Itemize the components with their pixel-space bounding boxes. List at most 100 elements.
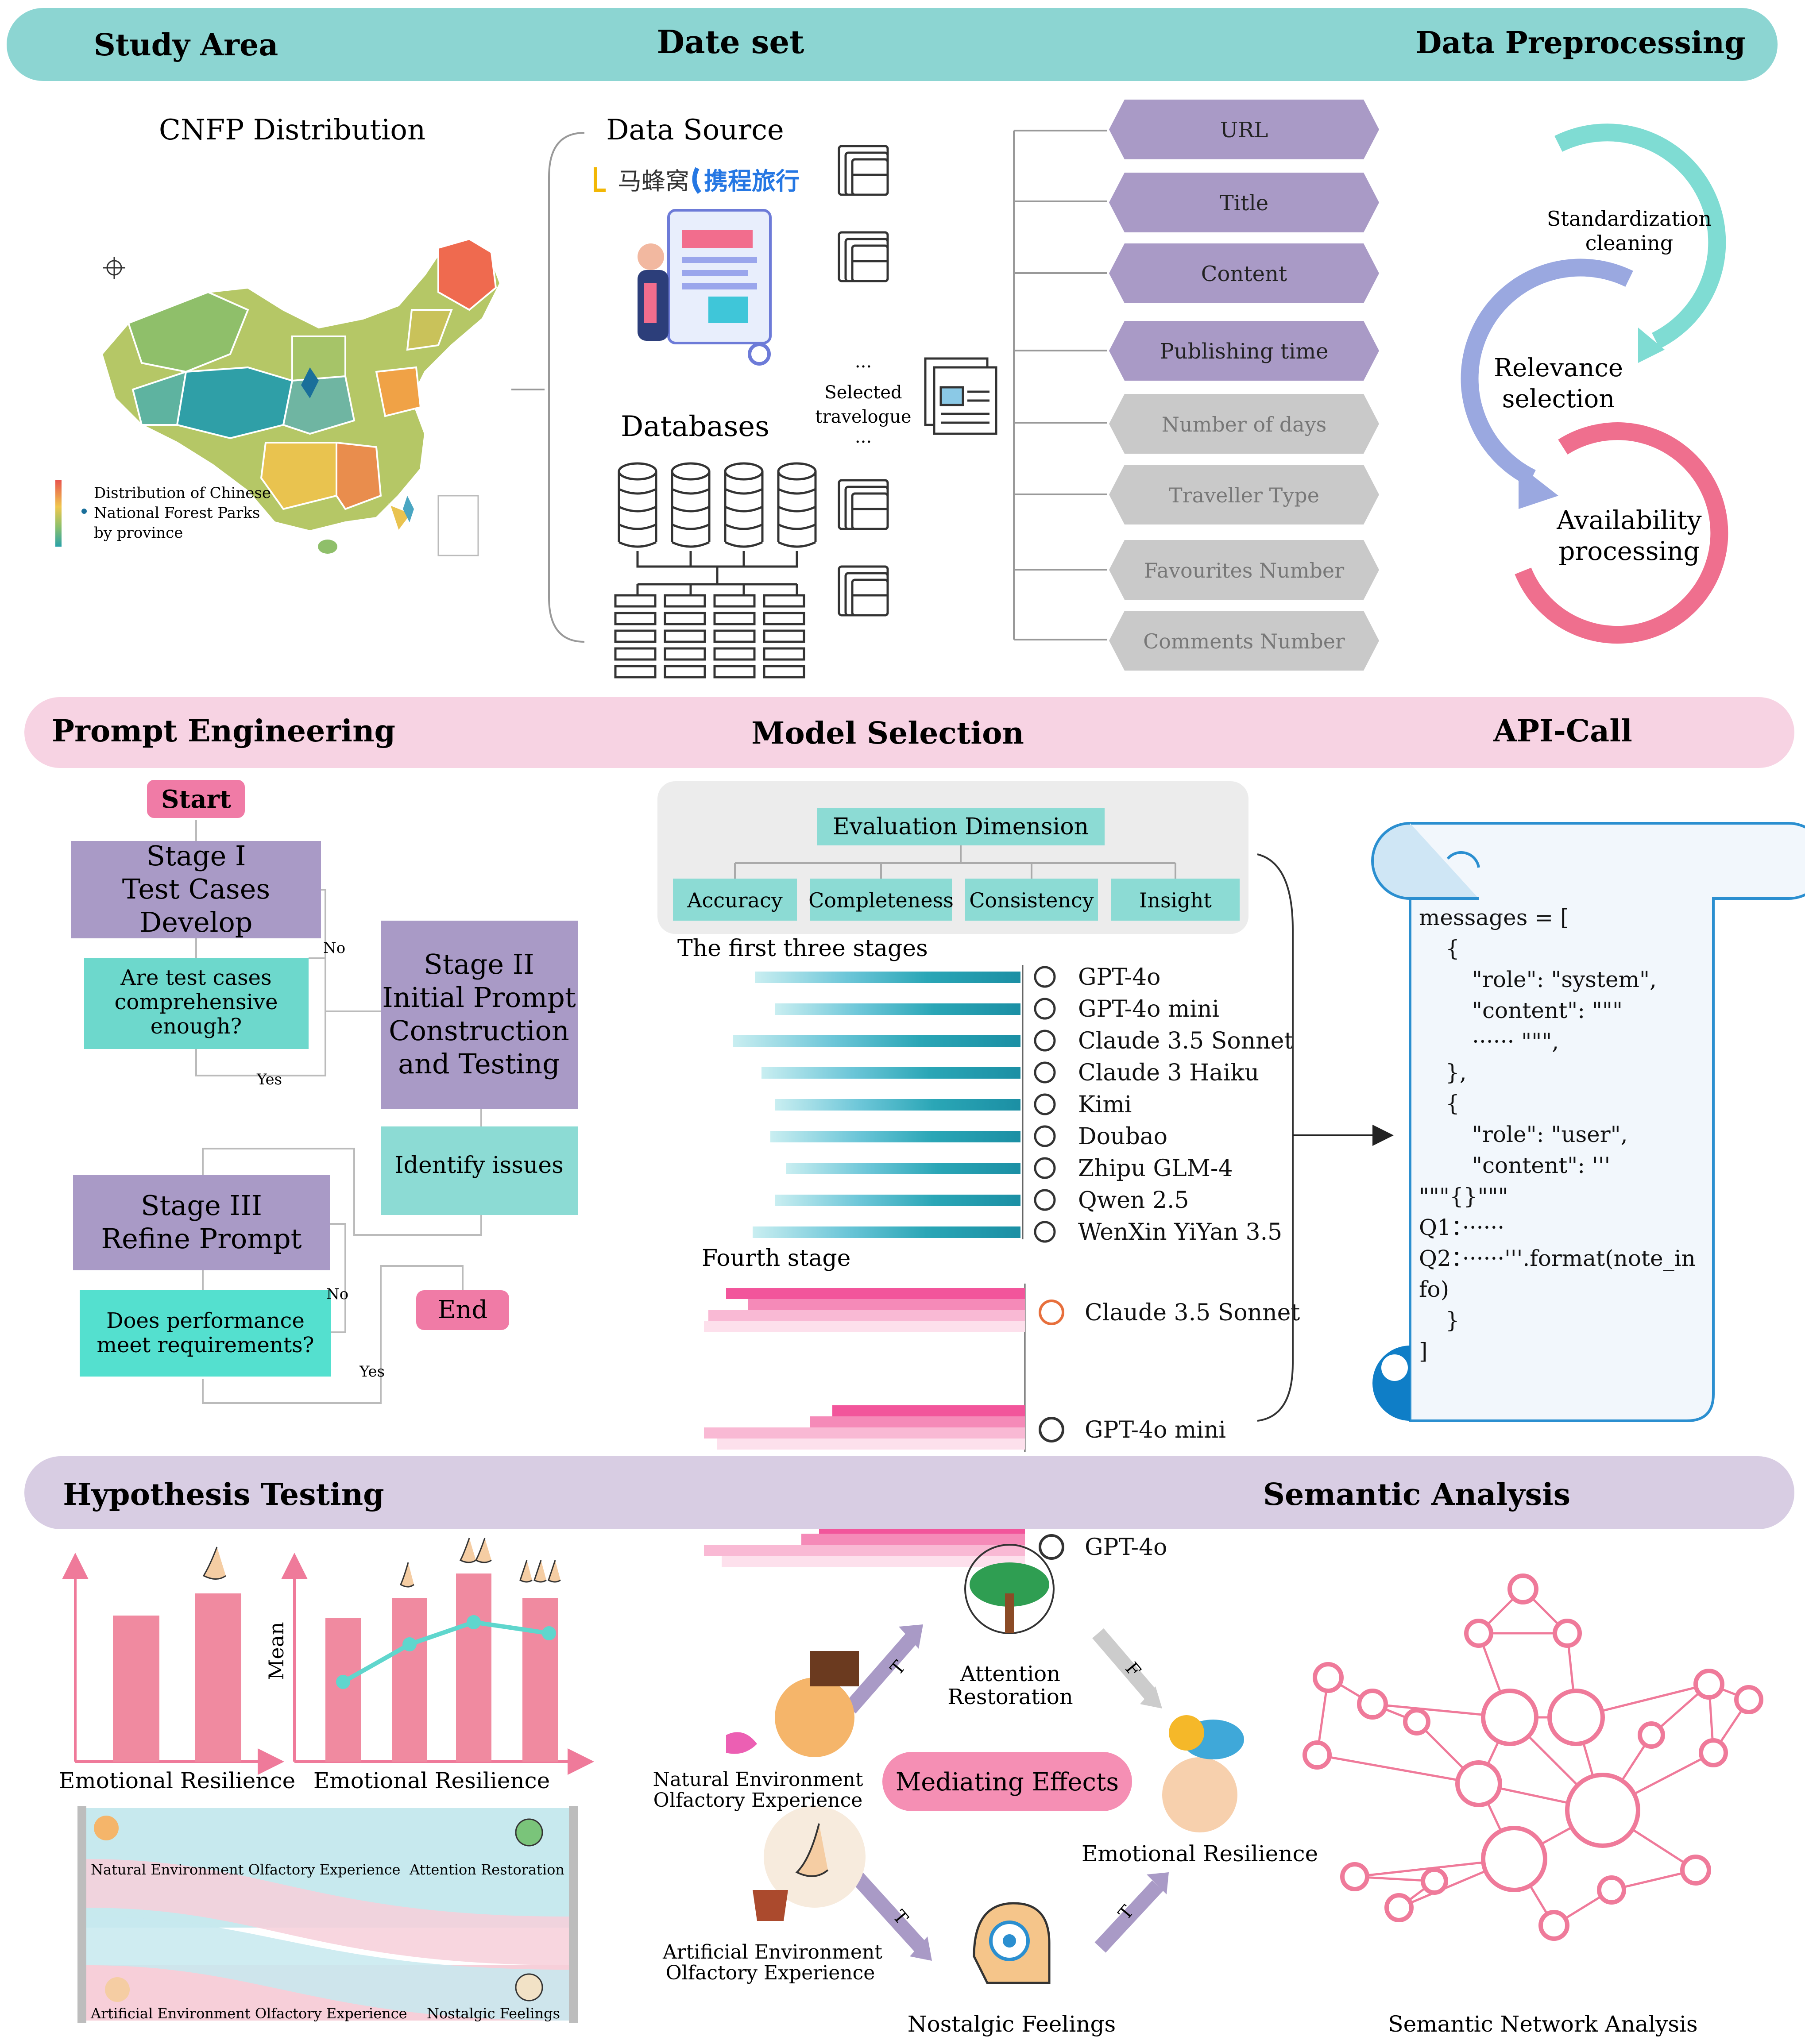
network-node bbox=[1464, 1619, 1493, 1648]
database-icons bbox=[614, 462, 816, 679]
code-line: } bbox=[1446, 1307, 1460, 1333]
bar-label-left: Emotional Resilience bbox=[59, 1768, 295, 1793]
identify-issues-node: Identify issues bbox=[394, 1152, 564, 1179]
attention-label-2: Restoration bbox=[947, 1685, 1073, 1709]
code-line: fo) bbox=[1419, 1277, 1449, 1302]
network-node bbox=[1699, 1738, 1728, 1767]
model-name: WenXin YiYan 3.5 bbox=[1078, 1219, 1282, 1246]
model-logo-icon bbox=[1034, 1189, 1056, 1211]
prompt-flowchart bbox=[71, 778, 578, 1404]
network-node bbox=[1680, 1855, 1711, 1886]
code-line: { bbox=[1446, 936, 1460, 961]
mediating-effects-label: Mediating Effects bbox=[896, 1768, 1119, 1797]
network-node bbox=[1421, 1867, 1448, 1895]
sankey-diagram bbox=[77, 1806, 578, 2023]
model-name: GPT-4o mini bbox=[1078, 996, 1219, 1022]
final-model-logo-icon bbox=[1039, 1300, 1064, 1325]
bar-chart-right bbox=[281, 1538, 594, 1775]
txt-document-icon bbox=[924, 357, 997, 435]
model-name: Doubao bbox=[1078, 1123, 1167, 1150]
field-box-primary bbox=[1109, 173, 1379, 232]
field-label-primary: URL bbox=[1220, 118, 1268, 143]
travelogue-label: travelogue bbox=[815, 407, 911, 427]
emotional-node-label: Emotional Resilience bbox=[1082, 1841, 1318, 1867]
question2-line2: meet requirements? bbox=[97, 1333, 314, 1358]
hypothesis-testing-title: Hypothesis Testing bbox=[63, 1477, 384, 1512]
end-node: End bbox=[438, 1296, 488, 1324]
field-box-primary bbox=[1109, 243, 1379, 303]
availability-label: Availability bbox=[1556, 505, 1702, 535]
bracket-left bbox=[511, 132, 585, 643]
network-node bbox=[1303, 1740, 1332, 1770]
evaluation-title-box bbox=[817, 808, 1105, 845]
network-node bbox=[1481, 1826, 1547, 1892]
evaluation-tree bbox=[734, 845, 1176, 879]
model-name: Claude 3.5 Sonnet bbox=[1078, 1028, 1293, 1054]
model-logo-icon bbox=[1034, 966, 1056, 988]
natural-label-2: Olfactory Experience bbox=[653, 1789, 863, 1812]
sankey-attention-label: Attention Restoration bbox=[409, 1861, 564, 1878]
section1-banner bbox=[7, 8, 1778, 81]
bracket-right bbox=[1257, 853, 1294, 1422]
model-bar bbox=[753, 1226, 1020, 1238]
network-node bbox=[1507, 1573, 1538, 1604]
stage3-line2: Refine Prompt bbox=[101, 1223, 301, 1255]
map-legend-line2: National Forest Parks bbox=[94, 504, 260, 522]
fourth-stage-bar bbox=[810, 1416, 1025, 1427]
code-line: "content": """ bbox=[1472, 998, 1623, 1023]
code-line: { bbox=[1446, 1091, 1460, 1116]
model-logo-icon bbox=[1034, 1093, 1056, 1115]
code-line: ] bbox=[1419, 1338, 1428, 1364]
stage3-line1: Stage III bbox=[141, 1189, 262, 1222]
field-label-primary: Content bbox=[1201, 262, 1287, 286]
question1-line2: comprehensive bbox=[114, 990, 278, 1014]
fourth-stage-bar bbox=[726, 1288, 1025, 1299]
final-model-name: Claude 3.5 Sonnet bbox=[1085, 1300, 1300, 1326]
map-legend-line1: Distribution of Chinese bbox=[94, 484, 271, 502]
model-logo-icon bbox=[1034, 998, 1056, 1020]
model-bar bbox=[786, 1163, 1020, 1174]
mean-axis-label: Mean bbox=[264, 1622, 288, 1680]
sankey-nostalgic-label: Nostalgic Feelings bbox=[427, 2005, 560, 2022]
stage1-line3: Develop bbox=[140, 906, 253, 938]
field-list: URL Title Content Publishing time Number of… bbox=[1109, 100, 1379, 671]
model-bar bbox=[770, 1131, 1020, 1142]
field-box-primary bbox=[1109, 100, 1379, 159]
network-node bbox=[1547, 1689, 1605, 1746]
network-node bbox=[1340, 1862, 1369, 1891]
evaluation-title: Evaluation Dimension bbox=[833, 814, 1089, 840]
section3-banner bbox=[24, 1456, 1794, 1529]
stage1-line1: Stage I bbox=[147, 840, 246, 872]
folder-icons bbox=[838, 145, 889, 615]
code-block: messages = [{"role": "system", "content":… bbox=[1419, 905, 1696, 1364]
model-bar bbox=[755, 972, 1020, 983]
code-line: "role": "user", bbox=[1472, 1122, 1628, 1147]
field-box-primary bbox=[1109, 321, 1379, 381]
model-bar bbox=[761, 1067, 1020, 1079]
field-label-primary: Title bbox=[1220, 191, 1268, 216]
standardization-label: Standardization bbox=[1547, 207, 1712, 231]
stage2-line4: and Testing bbox=[398, 1048, 560, 1080]
question1-line1: Are test cases bbox=[120, 965, 271, 990]
field-box-secondary bbox=[1109, 540, 1379, 600]
code-line: "content": ''' bbox=[1472, 1153, 1610, 1178]
mediation-diagram bbox=[726, 1544, 1244, 1984]
artificial-label-2: Olfactory Experience bbox=[666, 1962, 875, 1984]
attention-label-1: Attention bbox=[960, 1662, 1060, 1686]
model-logo-icon bbox=[1034, 1125, 1056, 1147]
prompt-engineering-title: Prompt Engineering bbox=[52, 713, 395, 749]
cleaning-label: cleaning bbox=[1585, 231, 1674, 255]
fourth-stage-label: Fourth stage bbox=[702, 1245, 850, 1272]
model-logo-icon bbox=[1034, 1157, 1056, 1179]
study-area-title: Study Area bbox=[94, 27, 278, 63]
network-node bbox=[1455, 1760, 1502, 1807]
network-node bbox=[1734, 1685, 1763, 1714]
model-name: Zhipu GLM-4 bbox=[1078, 1155, 1233, 1182]
map-legend-line3: by province bbox=[94, 524, 183, 542]
network-node bbox=[1481, 1689, 1538, 1746]
model-selection-title: Model Selection bbox=[751, 716, 1024, 751]
network-node bbox=[1313, 1662, 1344, 1693]
network-node bbox=[1403, 1708, 1430, 1735]
fourth-stage-bar bbox=[704, 1545, 1025, 1556]
code-line: messages = [ bbox=[1419, 905, 1569, 930]
